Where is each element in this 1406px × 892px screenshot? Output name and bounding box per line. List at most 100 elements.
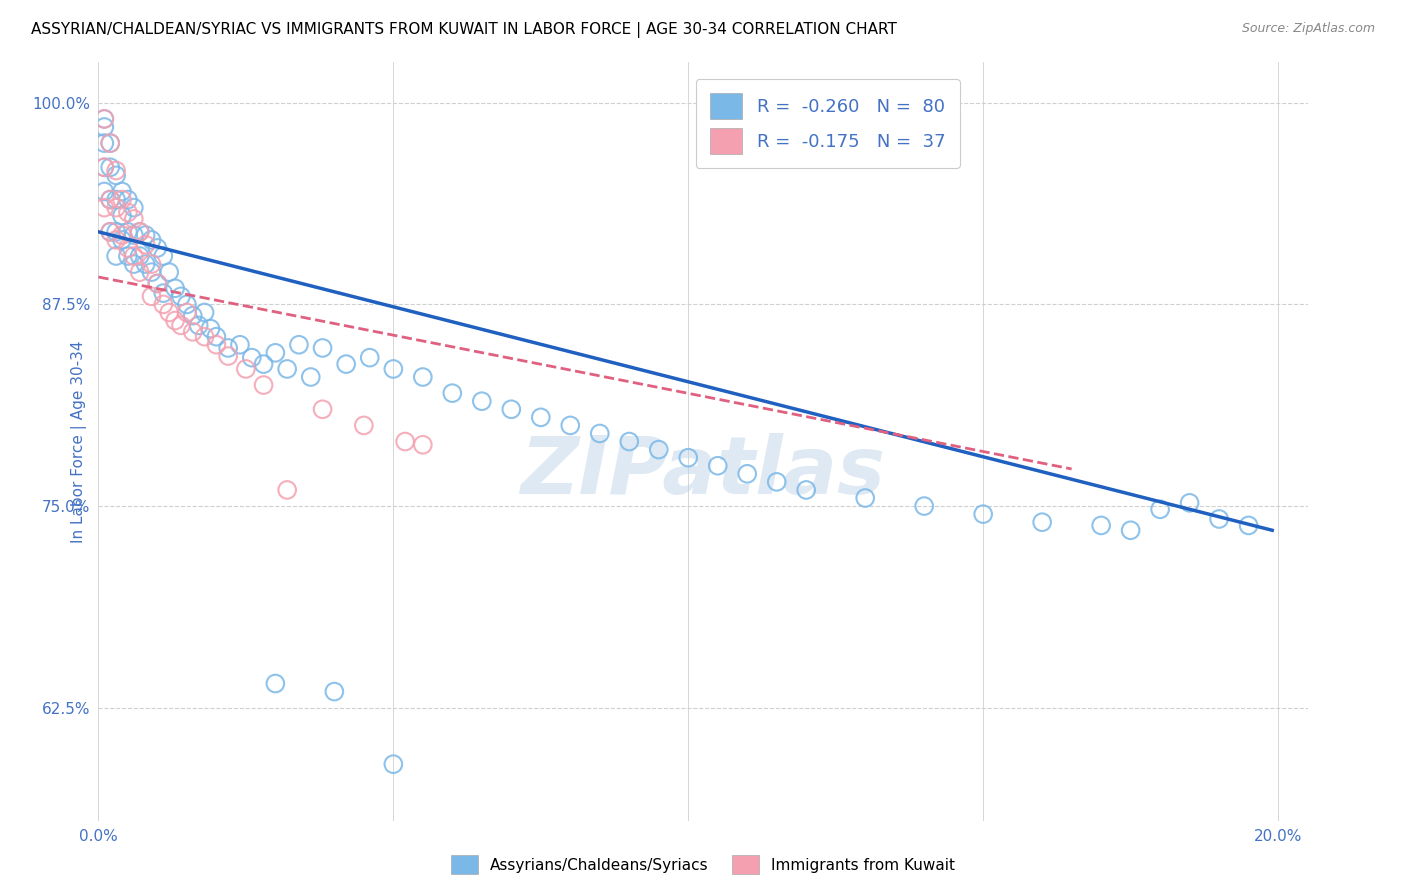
Point bbox=[128, 249, 150, 263]
Point bbox=[217, 341, 239, 355]
Point bbox=[735, 467, 758, 481]
Point bbox=[589, 426, 612, 441]
Point bbox=[412, 370, 434, 384]
Point bbox=[353, 418, 375, 433]
Point bbox=[105, 163, 128, 178]
Point bbox=[146, 277, 169, 291]
Point bbox=[128, 225, 150, 239]
Point bbox=[181, 325, 204, 339]
Point bbox=[794, 483, 817, 497]
Point bbox=[98, 161, 121, 175]
Point bbox=[619, 434, 641, 449]
Point bbox=[105, 201, 128, 215]
Point bbox=[152, 286, 174, 301]
Point bbox=[122, 201, 145, 215]
Point bbox=[117, 205, 139, 219]
Point bbox=[93, 120, 115, 134]
Legend: Assyrians/Chaldeans/Syriacs, Immigrants from Kuwait: Assyrians/Chaldeans/Syriacs, Immigrants … bbox=[444, 849, 962, 880]
Point bbox=[240, 351, 263, 365]
Point bbox=[382, 757, 405, 772]
Point bbox=[141, 289, 163, 303]
Point bbox=[972, 507, 994, 521]
Point bbox=[117, 241, 139, 255]
Point bbox=[93, 112, 115, 126]
Point bbox=[122, 228, 145, 243]
Point bbox=[311, 402, 333, 417]
Point bbox=[152, 249, 174, 263]
Point bbox=[135, 237, 157, 252]
Point bbox=[105, 169, 128, 183]
Y-axis label: In Labor Force | Age 30-34: In Labor Force | Age 30-34 bbox=[72, 340, 87, 543]
Point bbox=[706, 458, 728, 473]
Point bbox=[117, 249, 139, 263]
Point bbox=[194, 305, 217, 319]
Point bbox=[135, 257, 157, 271]
Point bbox=[501, 402, 523, 417]
Point bbox=[359, 351, 381, 365]
Point bbox=[335, 357, 357, 371]
Point bbox=[205, 329, 228, 343]
Point bbox=[105, 233, 128, 247]
Point bbox=[299, 370, 322, 384]
Text: ZIPatlas: ZIPatlas bbox=[520, 433, 886, 511]
Point bbox=[288, 337, 311, 351]
Point bbox=[165, 313, 187, 327]
Point bbox=[111, 233, 134, 247]
Point bbox=[146, 277, 169, 291]
Point bbox=[1119, 523, 1142, 537]
Point bbox=[122, 211, 145, 226]
Point bbox=[276, 362, 298, 376]
Point bbox=[264, 346, 287, 360]
Point bbox=[205, 337, 228, 351]
Point bbox=[98, 193, 121, 207]
Point bbox=[98, 193, 121, 207]
Point bbox=[128, 225, 150, 239]
Point bbox=[412, 438, 434, 452]
Point bbox=[157, 265, 180, 279]
Point bbox=[122, 257, 145, 271]
Point bbox=[117, 193, 139, 207]
Point bbox=[200, 321, 222, 335]
Point bbox=[311, 341, 333, 355]
Point bbox=[765, 475, 787, 489]
Point bbox=[93, 185, 115, 199]
Point bbox=[135, 228, 157, 243]
Point bbox=[141, 257, 163, 271]
Point bbox=[93, 161, 115, 175]
Text: ASSYRIAN/CHALDEAN/SYRIAC VS IMMIGRANTS FROM KUWAIT IN LABOR FORCE | AGE 30-34 CO: ASSYRIAN/CHALDEAN/SYRIAC VS IMMIGRANTS F… bbox=[31, 22, 897, 38]
Point bbox=[1149, 502, 1171, 516]
Point bbox=[146, 241, 169, 255]
Point bbox=[98, 225, 121, 239]
Point bbox=[194, 329, 217, 343]
Point bbox=[111, 185, 134, 199]
Point bbox=[111, 228, 134, 243]
Point bbox=[1178, 496, 1201, 510]
Point bbox=[128, 265, 150, 279]
Point bbox=[152, 297, 174, 311]
Point bbox=[1237, 518, 1260, 533]
Point bbox=[217, 349, 239, 363]
Point bbox=[560, 418, 582, 433]
Point bbox=[141, 233, 163, 247]
Point bbox=[252, 357, 274, 371]
Point bbox=[98, 225, 121, 239]
Point bbox=[170, 289, 193, 303]
Point bbox=[93, 136, 115, 150]
Legend: R =  -0.260   N =  80, R =  -0.175   N =  37: R = -0.260 N = 80, R = -0.175 N = 37 bbox=[696, 79, 960, 168]
Point bbox=[382, 362, 405, 376]
Point bbox=[111, 209, 134, 223]
Point bbox=[648, 442, 671, 457]
Point bbox=[93, 201, 115, 215]
Point bbox=[678, 450, 700, 465]
Point bbox=[471, 394, 494, 409]
Point bbox=[117, 225, 139, 239]
Point bbox=[98, 136, 121, 150]
Point bbox=[1031, 515, 1053, 529]
Point bbox=[105, 193, 128, 207]
Point bbox=[98, 136, 121, 150]
Point bbox=[912, 499, 935, 513]
Point bbox=[264, 676, 287, 690]
Point bbox=[235, 362, 257, 376]
Point bbox=[394, 434, 416, 449]
Point bbox=[176, 297, 198, 311]
